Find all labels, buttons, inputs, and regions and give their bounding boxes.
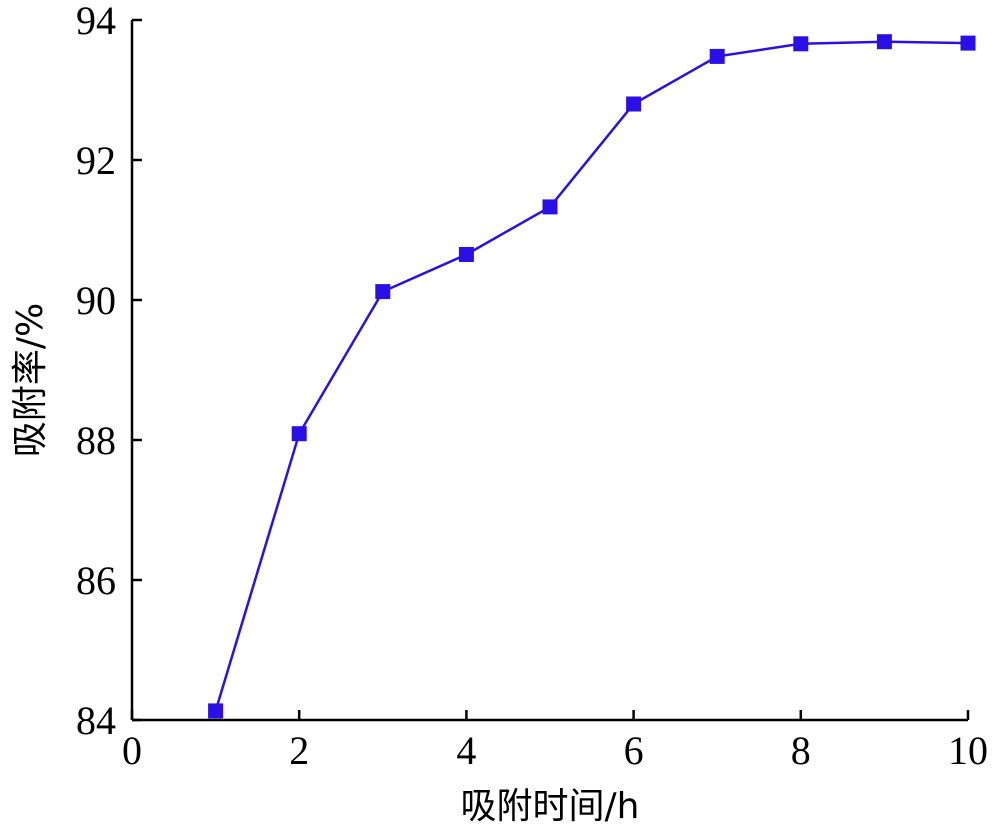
data-point-marker bbox=[626, 96, 642, 112]
x-tick-label: 4 bbox=[456, 728, 476, 773]
y-ticks: 84 86 88 90 92 94 bbox=[76, 0, 142, 743]
x-tick-label: 2 bbox=[289, 728, 309, 773]
data-point-marker bbox=[458, 247, 474, 262]
series-line bbox=[214, 40, 969, 712]
x-axis-title: 吸附时间/h bbox=[461, 786, 640, 827]
y-tick-label: 86 bbox=[76, 558, 116, 603]
x-ticks: 0 2 4 6 8 10 bbox=[122, 710, 988, 773]
data-point-marker bbox=[960, 35, 976, 51]
data-point-marker bbox=[793, 36, 809, 52]
x-tick-label: 10 bbox=[948, 728, 988, 773]
axes bbox=[130, 20, 968, 722]
data-point-marker bbox=[208, 703, 224, 719]
data-point-marker bbox=[709, 48, 725, 64]
data-point-marker bbox=[876, 34, 892, 50]
x-tick-label: 8 bbox=[791, 728, 811, 773]
y-tick-label: 88 bbox=[76, 418, 116, 463]
y-tick-label: 90 bbox=[76, 278, 116, 323]
data-point-marker bbox=[542, 199, 558, 215]
x-tick-label: 6 bbox=[624, 728, 644, 773]
y-tick-label: 84 bbox=[76, 698, 116, 743]
data-point-marker bbox=[291, 426, 307, 442]
y-tick-label: 94 bbox=[76, 0, 116, 43]
y-tick-label: 92 bbox=[76, 138, 116, 183]
y-axis-title: 吸附率/% bbox=[10, 303, 51, 457]
data-point-marker bbox=[375, 284, 391, 300]
series-group bbox=[208, 34, 976, 719]
x-tick-label: 0 bbox=[122, 728, 142, 773]
